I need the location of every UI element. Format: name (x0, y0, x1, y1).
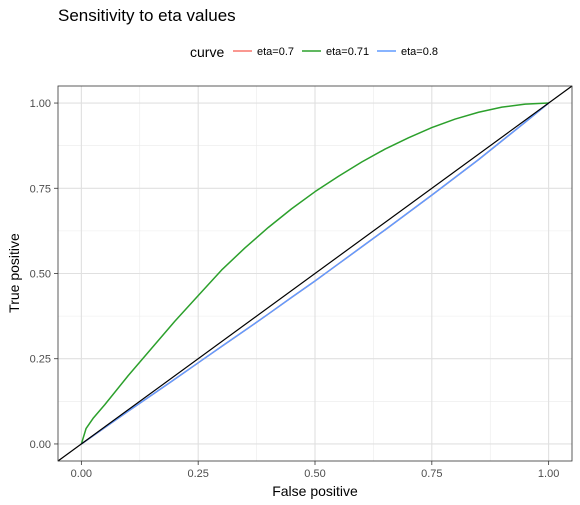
legend-label-eta-0.8: eta=0.8 (401, 46, 438, 58)
series-line-eta=0.71 (80, 102, 549, 445)
x-tick-label: 0.00 (71, 468, 92, 480)
x-tick-label: 0.50 (304, 468, 325, 480)
y-tick-label: 0.75 (30, 183, 51, 195)
y-axis-title: True positive (6, 233, 22, 313)
y-tick-label: 0.00 (30, 439, 51, 451)
y-tick-label: 0.50 (30, 269, 51, 281)
y-tick-label: 0.25 (30, 354, 51, 366)
x-axis-title: False positive (272, 483, 358, 499)
chart-title: Sensitivity to eta values (58, 6, 236, 25)
series-layer (57, 85, 573, 462)
x-tick-label: 1.00 (538, 468, 559, 480)
x-tick-label: 0.75 (421, 468, 442, 480)
legend-title: curve (190, 44, 224, 60)
gridlines (58, 86, 572, 461)
x-tick-label: 0.25 (187, 468, 208, 480)
legend: curve eta=0.7 eta=0.71 eta=0.8 (190, 44, 438, 60)
axis-ticks: 0.00 0.25 0.50 0.75 1.00 0.00 0.25 0.50 0.75 1.00 (30, 98, 560, 480)
legend-label-eta-0.7: eta=0.7 (257, 46, 294, 58)
diagonal-reference-line (57, 85, 573, 462)
y-tick-label: 1.00 (30, 98, 51, 110)
series-line-eta=0.8 (80, 102, 550, 445)
legend-label-eta-0.71: eta=0.71 (326, 46, 369, 58)
